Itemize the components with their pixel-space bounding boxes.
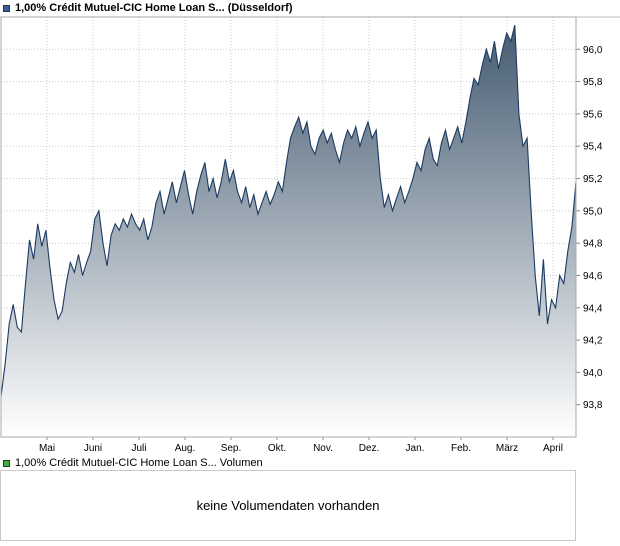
price-series-swatch-icon <box>3 4 10 12</box>
svg-text:Nov.: Nov. <box>313 443 333 454</box>
volume-empty-box: keine Volumendaten vorhanden <box>0 470 576 541</box>
svg-text:94,4: 94,4 <box>583 303 603 314</box>
svg-text:95,4: 95,4 <box>583 142 603 153</box>
svg-text:94,2: 94,2 <box>583 336 603 347</box>
svg-text:94,0: 94,0 <box>583 368 603 379</box>
svg-text:Jan.: Jan. <box>406 443 425 454</box>
volume-empty-message: keine Volumendaten vorhanden <box>196 498 380 513</box>
volume-chart-legend: 1,00% Crédit Mutuel-CIC Home Loan S... V… <box>3 457 263 469</box>
svg-text:Juli: Juli <box>131 443 146 454</box>
volume-series-swatch-icon <box>3 459 10 467</box>
svg-text:Okt.: Okt. <box>268 443 286 454</box>
svg-text:Aug.: Aug. <box>175 443 196 454</box>
price-chart-title: 1,00% Crédit Mutuel-CIC Home Loan S... (… <box>15 2 293 14</box>
svg-text:94,8: 94,8 <box>583 239 603 250</box>
svg-text:95,2: 95,2 <box>583 174 603 185</box>
volume-legend-label: 1,00% Crédit Mutuel-CIC Home Loan S... V… <box>15 457 263 469</box>
svg-text:93,8: 93,8 <box>583 400 603 411</box>
price-chart: 96,0 95,8 95,6 95,4 95,2 95,0 94,8 94,6 94,4 94,2… <box>0 16 620 454</box>
svg-text:März: März <box>496 443 518 454</box>
svg-text:96,0: 96,0 <box>583 45 603 56</box>
svg-text:Feb.: Feb. <box>451 443 471 454</box>
svg-text:95,8: 95,8 <box>583 77 603 88</box>
svg-text:95,0: 95,0 <box>583 206 603 217</box>
svg-text:April: April <box>543 443 563 454</box>
price-chart-legend: 1,00% Crédit Mutuel-CIC Home Loan S... (… <box>3 2 292 14</box>
svg-text:95,6: 95,6 <box>583 109 603 120</box>
svg-text:Sep.: Sep. <box>221 443 242 454</box>
svg-text:Juni: Juni <box>84 443 102 454</box>
svg-text:94,6: 94,6 <box>583 271 603 282</box>
svg-text:Mai: Mai <box>39 443 55 454</box>
svg-text:Dez.: Dez. <box>359 443 380 454</box>
